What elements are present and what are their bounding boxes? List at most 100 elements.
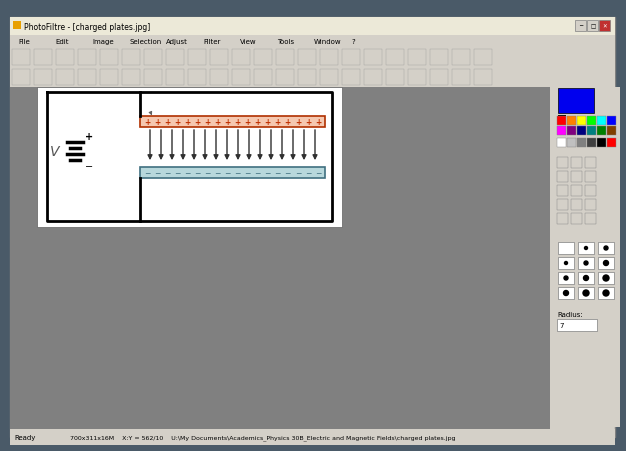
- Bar: [567, 139, 576, 147]
- Bar: [557, 186, 568, 197]
- Text: Selection: Selection: [129, 39, 162, 45]
- Bar: [577, 117, 586, 126]
- Bar: [571, 213, 582, 225]
- Text: +: +: [144, 118, 150, 127]
- Bar: [254, 70, 272, 86]
- Bar: [78, 50, 96, 66]
- Bar: [320, 50, 338, 66]
- Text: ✕: ✕: [603, 24, 607, 29]
- Bar: [587, 117, 596, 126]
- Text: −: −: [315, 169, 321, 178]
- Text: −: −: [234, 169, 241, 178]
- Bar: [386, 70, 404, 86]
- Circle shape: [564, 276, 568, 281]
- Bar: [558, 272, 574, 285]
- Text: Edit: Edit: [55, 39, 68, 45]
- Bar: [122, 70, 140, 86]
- Bar: [585, 158, 596, 169]
- Text: −: −: [285, 169, 291, 178]
- Circle shape: [583, 276, 588, 281]
- Bar: [56, 50, 74, 66]
- Text: +: +: [85, 132, 93, 142]
- Circle shape: [603, 290, 609, 296]
- Bar: [577, 139, 586, 147]
- Text: −: −: [214, 169, 220, 178]
- Bar: [557, 127, 566, 136]
- Bar: [188, 50, 206, 66]
- Bar: [607, 117, 616, 126]
- Bar: [342, 50, 360, 66]
- Circle shape: [583, 290, 589, 296]
- Bar: [452, 70, 470, 86]
- Text: +: +: [184, 118, 190, 127]
- Text: +: +: [174, 118, 180, 127]
- Text: −: −: [184, 169, 190, 178]
- Bar: [552, 88, 620, 427]
- Text: +: +: [204, 118, 210, 127]
- Bar: [408, 70, 426, 86]
- Bar: [10, 88, 550, 429]
- Bar: [166, 70, 184, 86]
- Bar: [320, 70, 338, 86]
- Bar: [56, 70, 74, 86]
- Bar: [597, 117, 606, 126]
- Bar: [578, 287, 594, 299]
- Circle shape: [563, 291, 568, 296]
- Text: +: +: [255, 118, 261, 127]
- Bar: [452, 50, 470, 66]
- Text: −: −: [164, 169, 170, 178]
- Text: +: +: [265, 118, 271, 127]
- Text: −: −: [194, 169, 200, 178]
- Text: −: −: [174, 169, 180, 178]
- Text: PhotoFiltre - [charged plates.jpg]: PhotoFiltre - [charged plates.jpg]: [24, 23, 150, 32]
- Bar: [557, 199, 568, 211]
- Bar: [430, 70, 448, 86]
- Text: +: +: [194, 118, 200, 127]
- Circle shape: [603, 261, 608, 266]
- Text: −: −: [244, 169, 251, 178]
- Bar: [575, 21, 586, 32]
- Text: 7: 7: [559, 322, 563, 328]
- Bar: [558, 258, 574, 269]
- Bar: [10, 429, 615, 445]
- Bar: [140, 168, 325, 179]
- Text: +: +: [315, 118, 321, 127]
- Text: +: +: [214, 118, 220, 127]
- Text: −: −: [154, 169, 160, 178]
- Text: Tools: Tools: [277, 39, 294, 45]
- Text: ?: ?: [351, 39, 355, 45]
- Bar: [144, 70, 162, 86]
- Text: Radius:: Radius:: [557, 311, 583, 318]
- Bar: [557, 213, 568, 225]
- Text: −: −: [224, 169, 230, 178]
- Text: Window: Window: [314, 39, 342, 45]
- Bar: [13, 22, 21, 30]
- Bar: [140, 117, 325, 128]
- Bar: [567, 117, 576, 126]
- Bar: [585, 213, 596, 225]
- Bar: [599, 21, 610, 32]
- Bar: [254, 50, 272, 66]
- Circle shape: [584, 262, 588, 265]
- Text: V: V: [50, 145, 59, 159]
- Bar: [408, 50, 426, 66]
- Text: +: +: [245, 118, 251, 127]
- Bar: [597, 127, 606, 136]
- Bar: [558, 287, 574, 299]
- Text: +: +: [234, 118, 240, 127]
- Bar: [364, 70, 382, 86]
- Bar: [37, 88, 342, 227]
- Text: +: +: [285, 118, 291, 127]
- Bar: [210, 70, 228, 86]
- Bar: [567, 127, 576, 136]
- Text: +: +: [305, 118, 311, 127]
- Bar: [12, 70, 30, 86]
- Bar: [298, 50, 316, 66]
- Bar: [276, 50, 294, 66]
- Bar: [598, 287, 614, 299]
- Text: +: +: [275, 118, 281, 127]
- Circle shape: [603, 276, 609, 281]
- Bar: [554, 239, 619, 304]
- Text: View: View: [240, 39, 257, 45]
- Bar: [557, 158, 568, 169]
